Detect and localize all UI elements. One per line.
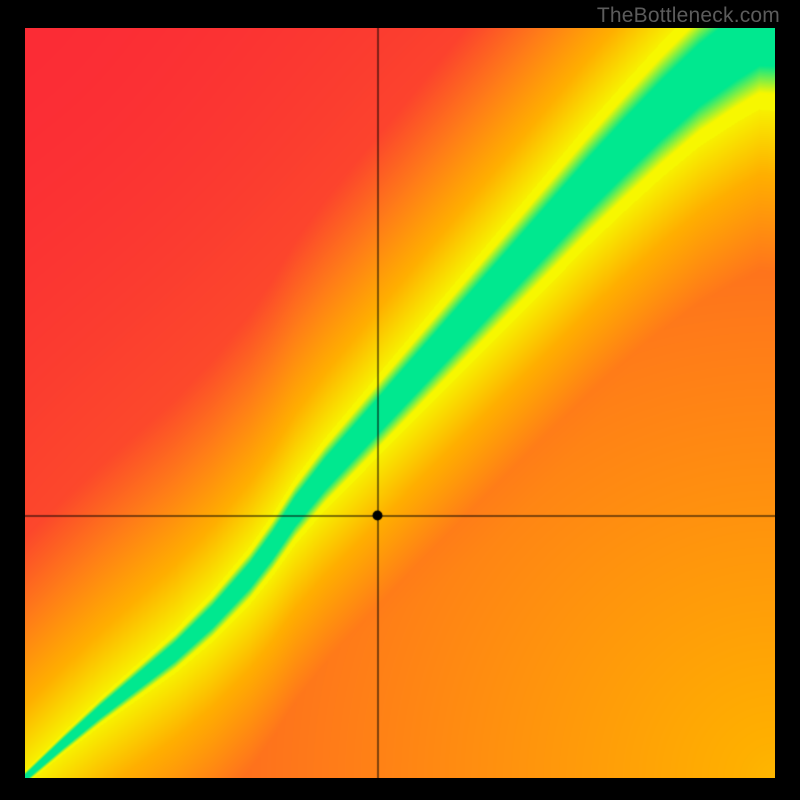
heatmap-plot [25,28,775,778]
chart-container: TheBottleneck.com [0,0,800,800]
heatmap-canvas [25,28,775,778]
watermark-text: TheBottleneck.com [597,4,780,28]
